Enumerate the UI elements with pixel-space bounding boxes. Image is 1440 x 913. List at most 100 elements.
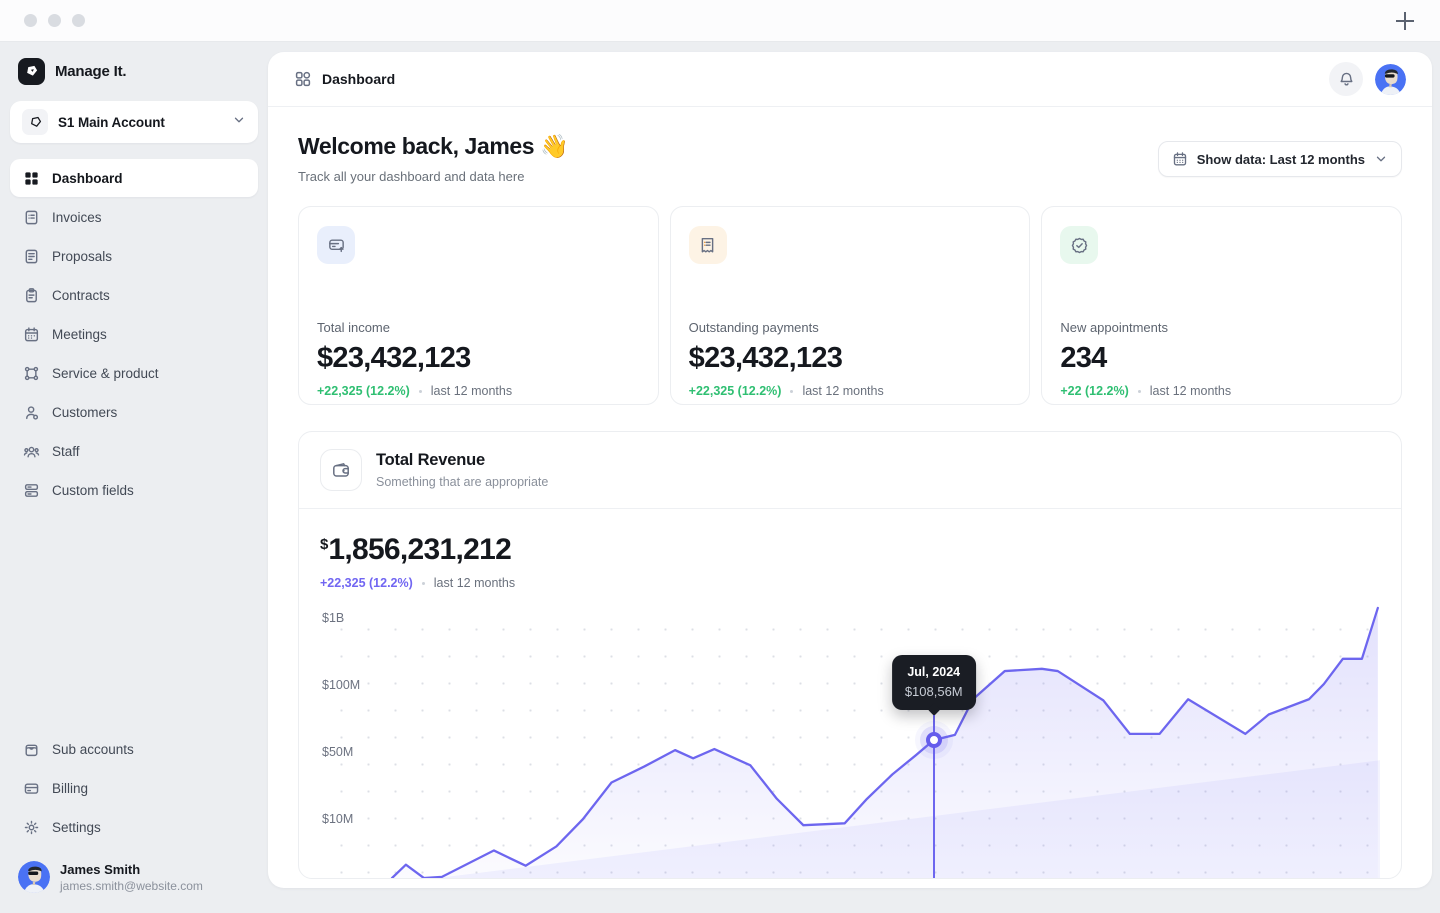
notifications-button[interactable] — [1329, 62, 1363, 96]
y-axis-tick: $1B — [322, 611, 345, 626]
stat-cards: Total income $23,432,123 +22,325 (12.2%)… — [298, 206, 1402, 405]
sidebar-item-proposals[interactable]: Proposals — [10, 237, 258, 275]
sidebar-item-sub-accounts[interactable]: Sub accounts — [10, 730, 258, 768]
bell-icon — [1340, 72, 1352, 86]
settings-icon — [24, 820, 39, 834]
breadcrumb[interactable]: Dashboard — [294, 70, 395, 88]
account-name: S1 Main Account — [58, 114, 165, 130]
stat-card-new-appointments: New appointments 234 +22 (12.2%) last 12… — [1041, 206, 1402, 405]
stat-change: +22,325 (12.2%) — [317, 384, 410, 398]
sidebar-item-label: Contracts — [52, 287, 110, 303]
sidebar-item-label: Customers — [52, 404, 118, 420]
receipt-icon — [688, 226, 727, 264]
grid-icon — [295, 71, 311, 87]
chart-tooltip: Jul, 2024 $108,56M — [891, 655, 976, 711]
y-axis-tick: $50M — [322, 745, 354, 760]
window-dot-icon[interactable] — [72, 14, 85, 27]
stat-period: last 12 months — [1149, 384, 1232, 398]
calendar-icon — [1173, 152, 1186, 166]
dashboard-icon — [25, 171, 38, 185]
account-selector[interactable]: S1 Main Account — [10, 101, 258, 143]
revenue-area-fill — [392, 607, 1378, 878]
billing-icon — [24, 782, 39, 794]
contracts-icon — [26, 287, 37, 302]
stat-change: +22 (12.2%) — [1060, 384, 1129, 398]
revenue-amount: 1,856,231,212 — [328, 533, 512, 566]
brand-name: Manage It. — [55, 63, 127, 80]
user-email: james.smith@website.com — [60, 878, 203, 893]
stat-period: last 12 months — [802, 384, 884, 398]
sidebar-item-meetings[interactable]: Meetings — [10, 315, 258, 353]
sidebar-item-staff[interactable]: Staff — [10, 432, 258, 470]
brand: Manage It. — [10, 56, 258, 101]
service-product-icon — [24, 366, 39, 380]
dot-separator — [1137, 389, 1141, 393]
chevron-down-icon — [232, 113, 246, 132]
show-data-dropdown[interactable]: Show data: Last 12 months — [1157, 141, 1402, 177]
sidebar-item-label: Sub accounts — [52, 741, 134, 757]
sidebar: Manage It. S1 Main Account Dashboard Inv… — [0, 42, 268, 913]
revenue-currency: $ — [320, 536, 329, 553]
window-titlebar — [0, 0, 1440, 42]
manage-it-logo — [18, 58, 45, 85]
stat-label: Total income — [317, 320, 390, 335]
sidebar-item-billing[interactable]: Billing — [10, 769, 258, 807]
breadcrumb-label: Dashboard — [322, 71, 396, 87]
sidebar-item-custom-fields[interactable]: Custom fields — [10, 471, 258, 509]
staff-icon — [23, 446, 40, 457]
stat-card-outstanding-payments: Outstanding payments $23,432,123 +22,325… — [669, 206, 1031, 405]
sidebar-nav: Dashboard Invoices Proposals Contracts M… — [10, 159, 258, 509]
revenue-period: last 12 months — [433, 576, 516, 590]
highlight-vline — [932, 714, 935, 878]
sidebar-user[interactable]: James Smith james.smith@website.com — [10, 847, 258, 897]
revenue-change: +22,325 (12.2%) — [320, 576, 413, 590]
page-title: Welcome back, James 👋 — [298, 133, 569, 159]
sidebar-footer: Sub accounts Billing Settings James Smit… — [10, 730, 258, 897]
page-subtitle: Track all your dashboard and data here — [298, 169, 525, 184]
sidebar-item-label: Staff — [52, 443, 80, 459]
window-dot-icon[interactable] — [24, 14, 37, 27]
total-revenue-card: Total Revenue Something that are appropr… — [298, 431, 1402, 879]
sidebar-item-dashboard[interactable]: Dashboard — [10, 159, 258, 197]
main-panel: Dashboard Welcome back, James 👋 Track al… — [268, 52, 1432, 888]
revenue-chart[interactable]: $1B $100M $50M $10M Jul, 2024 $108,56M — [320, 606, 1380, 878]
sidebar-item-label: Billing — [52, 780, 89, 796]
tooltip-value: $108,56M — [904, 684, 963, 700]
avatar — [18, 861, 50, 893]
meetings-icon — [24, 326, 39, 341]
sidebar-item-contracts[interactable]: Contracts — [10, 276, 258, 314]
user-name: James Smith — [60, 861, 141, 877]
stat-label: New appointments — [1060, 320, 1168, 335]
account-logo-icon — [22, 109, 48, 135]
stat-change: +22,325 (12.2%) — [688, 384, 782, 398]
y-axis-tick: $10M — [322, 812, 354, 827]
dot-separator — [421, 581, 425, 585]
plus-icon[interactable] — [1394, 10, 1416, 32]
stat-value: $23,432,123 — [688, 342, 843, 374]
sidebar-item-label: Invoices — [52, 209, 102, 225]
y-axis-tick: $100M — [322, 678, 361, 693]
sidebar-item-settings[interactable]: Settings — [10, 808, 258, 846]
chart-title: Total Revenue — [376, 451, 485, 469]
chart-subtitle: Something that are appropriate — [376, 475, 549, 489]
sidebar-item-label: Custom fields — [52, 482, 134, 498]
custom-fields-icon — [24, 483, 39, 497]
sidebar-item-customers[interactable]: Customers — [10, 393, 258, 431]
divider — [299, 508, 1401, 509]
dot-separator — [790, 389, 794, 393]
user-avatar[interactable] — [1375, 63, 1406, 95]
invoices-icon — [25, 210, 38, 224]
card-income-icon — [317, 226, 355, 264]
stat-period: last 12 months — [430, 384, 513, 398]
revenue-total: $ 1,856,231,212 — [320, 533, 1380, 567]
stat-value: $23,432,123 — [317, 342, 471, 374]
show-data-label: Show data: Last 12 months — [1196, 151, 1365, 167]
sidebar-item-invoices[interactable]: Invoices — [10, 198, 258, 236]
revenue-line — [390, 606, 1379, 878]
dot-separator — [418, 389, 422, 393]
sidebar-item-label: Proposals — [52, 248, 113, 264]
stat-label: Outstanding payments — [688, 320, 819, 335]
sidebar-item-label: Service & product — [52, 365, 159, 381]
window-dot-icon[interactable] — [48, 14, 61, 27]
sidebar-item-service-product[interactable]: Service & product — [10, 354, 258, 392]
